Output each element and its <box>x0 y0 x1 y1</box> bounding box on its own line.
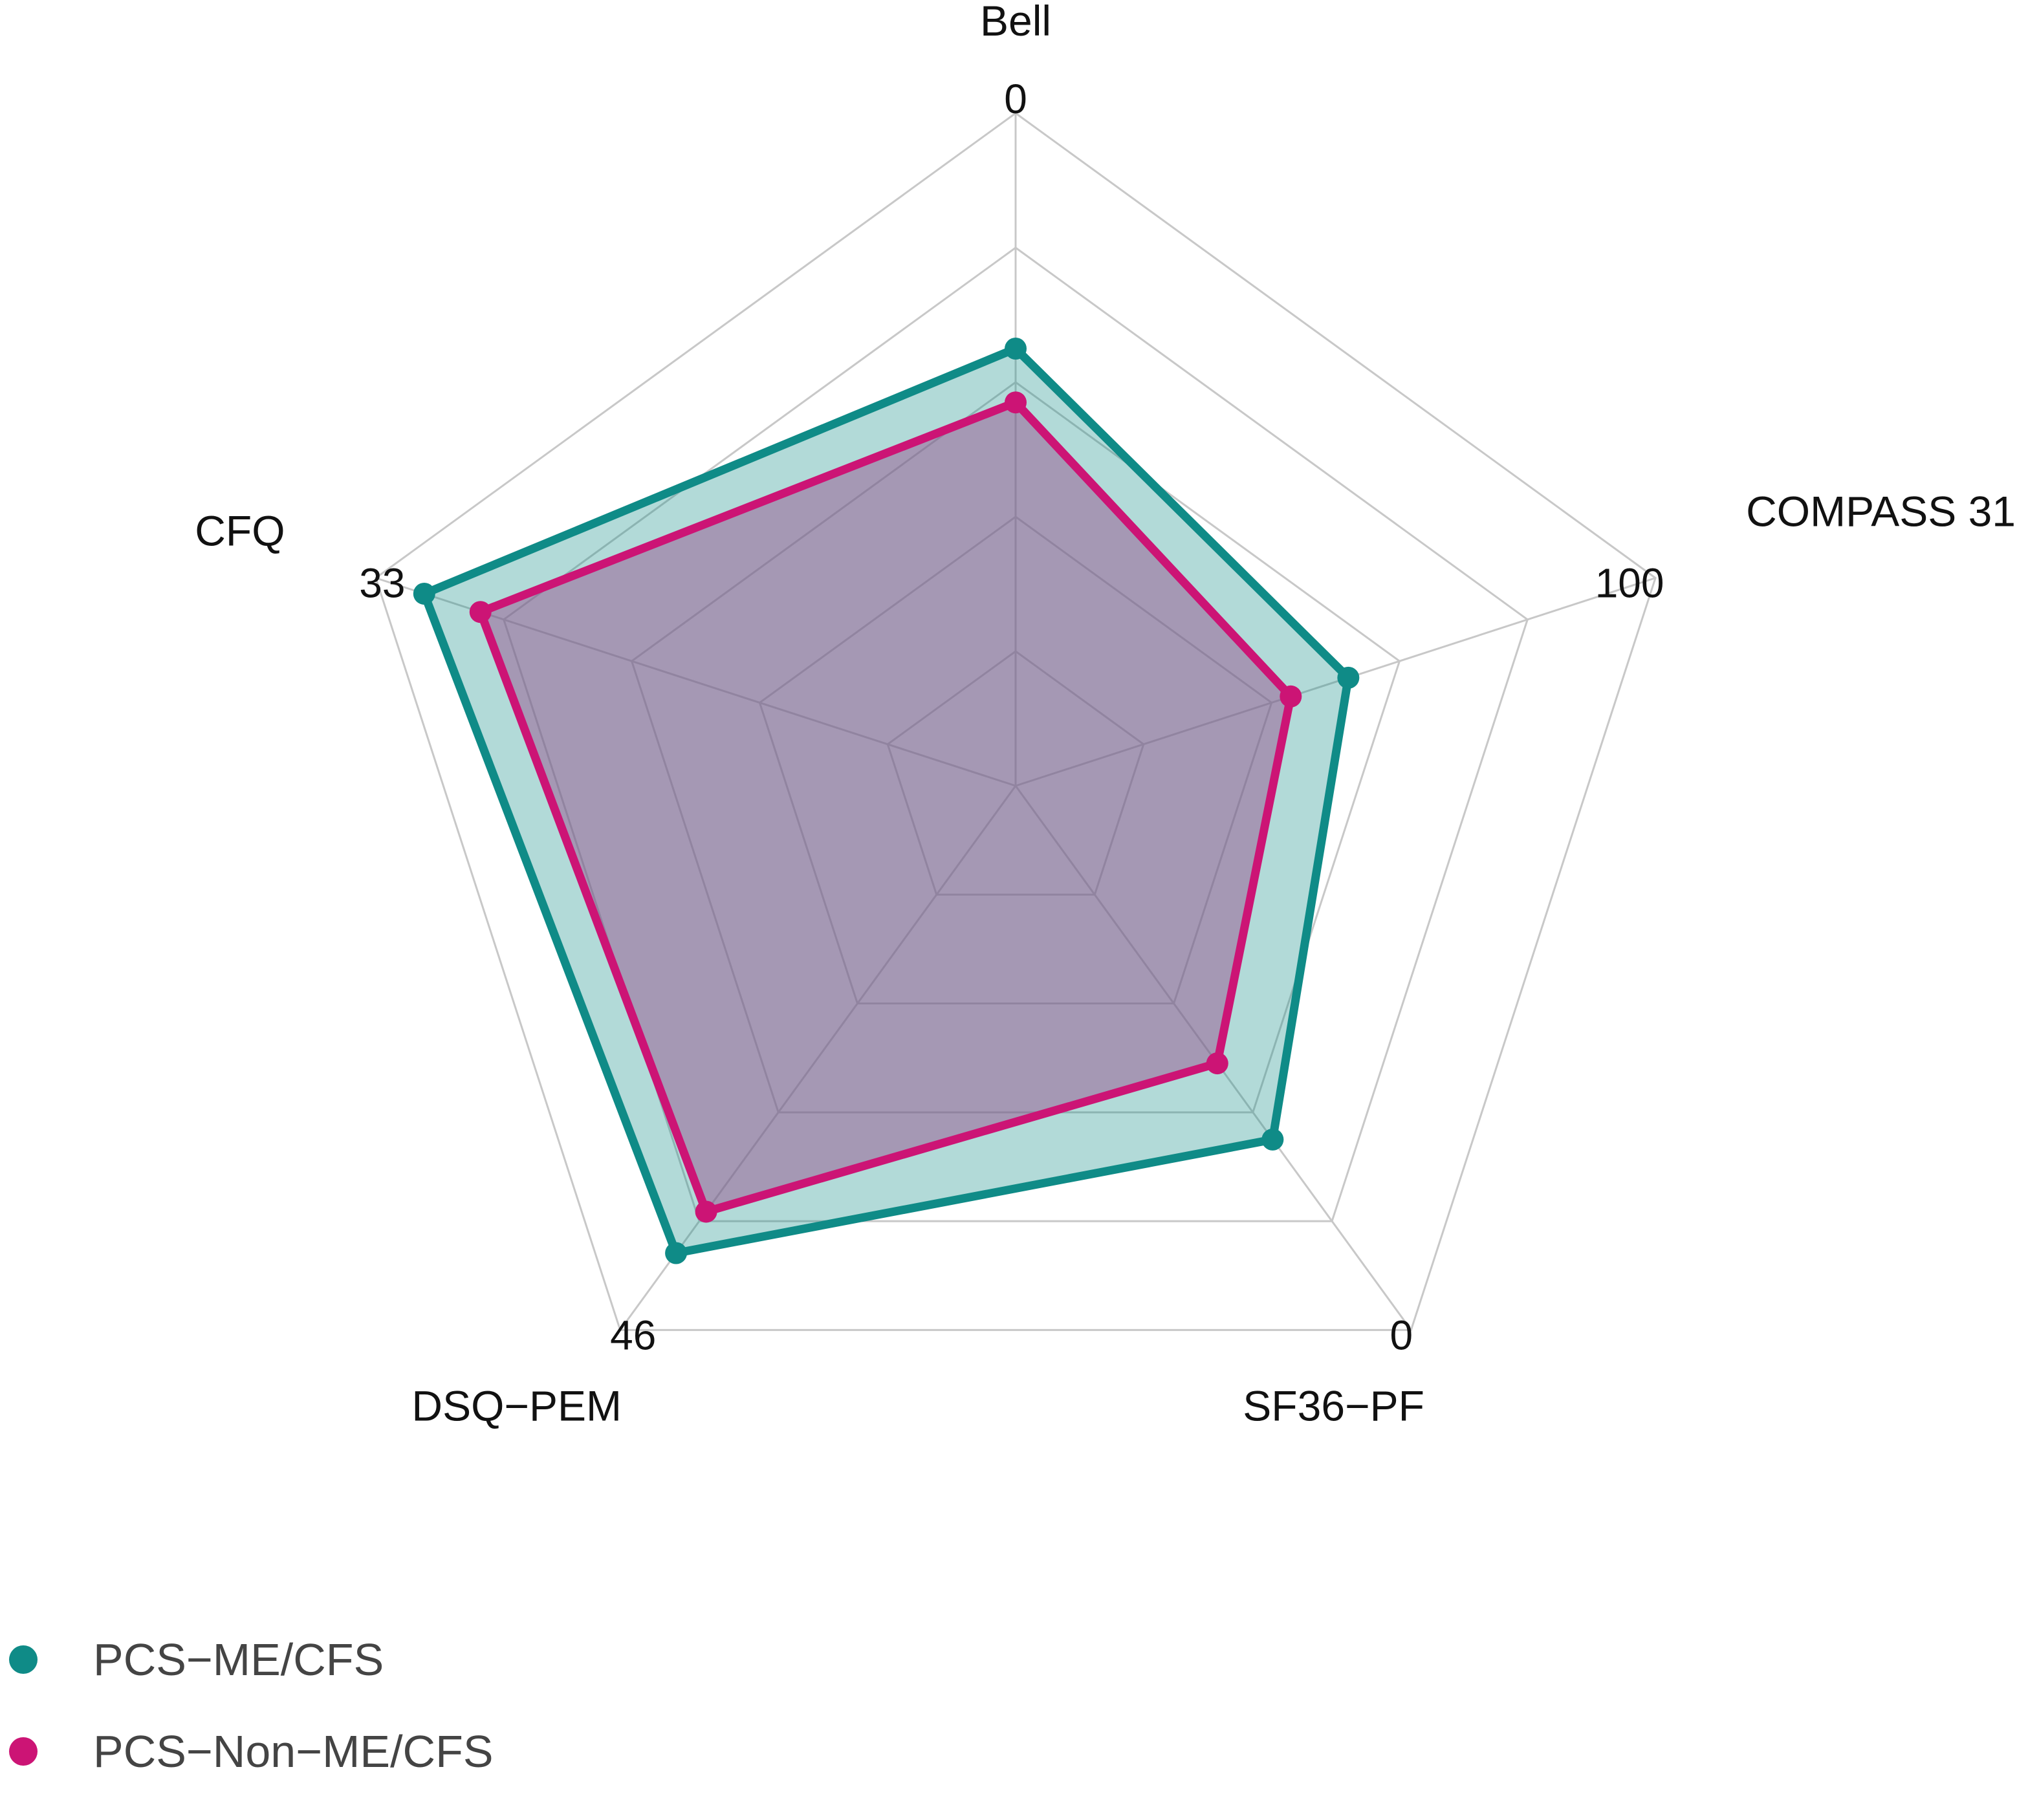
legend-label: PCS−Non−ME/CFS <box>93 1726 494 1777</box>
grid-ring <box>375 112 1657 1331</box>
series-point <box>469 601 492 623</box>
axis-extreme-label: 0 <box>1390 1312 1413 1358</box>
legend-label: PCS−ME/CFS <box>93 1634 384 1685</box>
series-point <box>1005 391 1027 414</box>
axis-extreme-label: 100 <box>1595 560 1664 607</box>
series-point <box>1206 1052 1228 1075</box>
legend: PCS−ME/CFS PCS−Non−ME/CFS <box>0 1634 494 1820</box>
series-point <box>1005 338 1027 360</box>
series-line <box>476 398 1295 1216</box>
axis-extreme-label: 0 <box>1004 76 1027 122</box>
legend-marker-icon <box>9 1645 38 1674</box>
series-1 <box>413 338 1360 1264</box>
series-area <box>424 349 1349 1253</box>
series-point <box>695 1200 717 1223</box>
grid-ring <box>502 246 1529 1222</box>
axis-name-label: Bell <box>980 0 1051 45</box>
grid-spoke <box>1015 577 1656 787</box>
axis-labels: 0 Bell 100 COMPASS 31 0 SF36−PF 46 DSQ−PEM 33 CFQ <box>195 0 2016 1429</box>
axis-name-label: DSQ−PEM <box>411 1381 622 1429</box>
legend-item-pcs-me-cfs[interactable]: PCS−ME/CFS <box>0 1634 494 1685</box>
grid-spoke <box>619 785 1017 1331</box>
axis-name-label: COMPASS 31 <box>1746 488 2016 536</box>
legend-marker-icon <box>9 1737 38 1766</box>
axis-extreme-label: 46 <box>610 1312 656 1358</box>
series-point <box>1280 685 1302 708</box>
series-2 <box>469 391 1302 1223</box>
grid-ring <box>630 381 1401 1114</box>
series-line <box>420 344 1353 1257</box>
axis-name-label: CFQ <box>195 507 285 555</box>
series-point <box>413 582 435 605</box>
legend-item-pcs-non-me-cfs[interactable]: PCS−Non−ME/CFS <box>0 1726 494 1777</box>
series-area <box>480 402 1291 1212</box>
series-point <box>665 1242 688 1264</box>
radar-series <box>413 338 1360 1264</box>
series-point <box>1337 666 1360 689</box>
series-point <box>1261 1128 1284 1151</box>
axis-name-label: SF36−PF <box>1243 1381 1424 1429</box>
grid-ring <box>886 650 1145 896</box>
axis-extreme-label: 33 <box>359 560 405 607</box>
grid-ring <box>758 515 1273 1005</box>
